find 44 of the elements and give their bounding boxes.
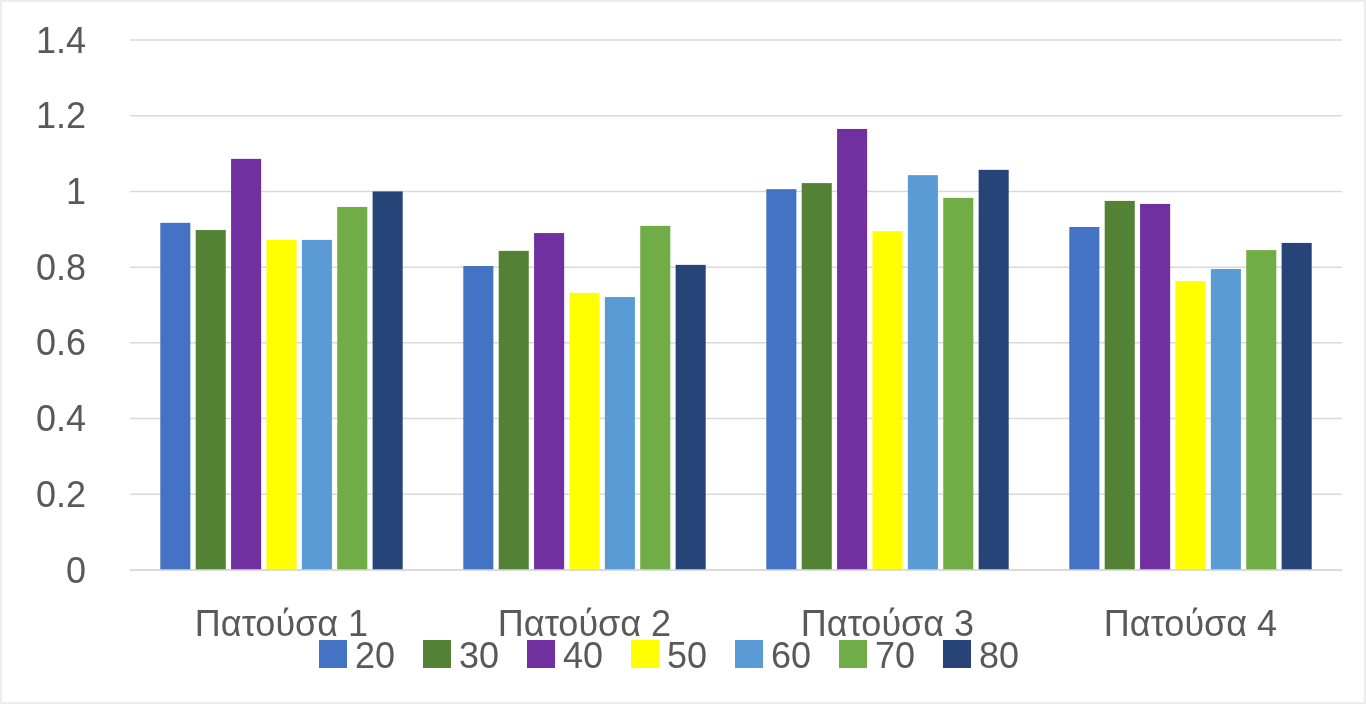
bar — [1069, 227, 1100, 570]
bar — [872, 231, 903, 570]
y-tick-label: 0.2 — [35, 473, 86, 515]
bar — [1281, 242, 1312, 570]
legend-label: 30 — [459, 635, 500, 676]
bar — [266, 239, 297, 570]
y-tick-label: 0.4 — [35, 398, 86, 440]
bar — [301, 239, 332, 570]
bar — [569, 292, 600, 570]
y-tick-label: 1.4 — [35, 19, 86, 61]
bar — [943, 197, 974, 570]
bar — [675, 264, 706, 570]
bar — [837, 128, 868, 570]
bar — [907, 175, 938, 570]
bar — [195, 230, 226, 570]
bar — [534, 233, 565, 570]
bar — [160, 222, 191, 570]
legend-label: 60 — [771, 635, 812, 676]
bar — [1140, 203, 1171, 570]
bar — [640, 225, 671, 570]
y-tick-label: 0.8 — [35, 246, 86, 288]
bar — [372, 191, 403, 570]
bar — [766, 189, 797, 570]
legend-label: 20 — [355, 635, 396, 676]
bar — [801, 183, 832, 570]
y-tick-label: 0 — [65, 549, 86, 591]
y-tick-label: 1.2 — [35, 95, 86, 137]
x-tick-label: Πατούσα 4 — [1103, 603, 1278, 644]
bar — [1246, 250, 1277, 570]
bar — [978, 169, 1009, 570]
bar — [604, 297, 635, 570]
legend-label: 80 — [979, 635, 1020, 676]
legend-label: 40 — [563, 635, 604, 676]
bar — [231, 158, 262, 570]
y-tick-label: 1 — [65, 171, 86, 213]
bar — [1210, 269, 1241, 570]
bar — [463, 266, 494, 570]
legend-label: 50 — [667, 635, 708, 676]
legend-label: 70 — [875, 635, 916, 676]
bar — [1104, 200, 1135, 570]
y-tick-label: 0.6 — [35, 322, 86, 364]
bar — [1175, 281, 1206, 570]
bar — [337, 206, 368, 570]
bar — [498, 250, 529, 570]
